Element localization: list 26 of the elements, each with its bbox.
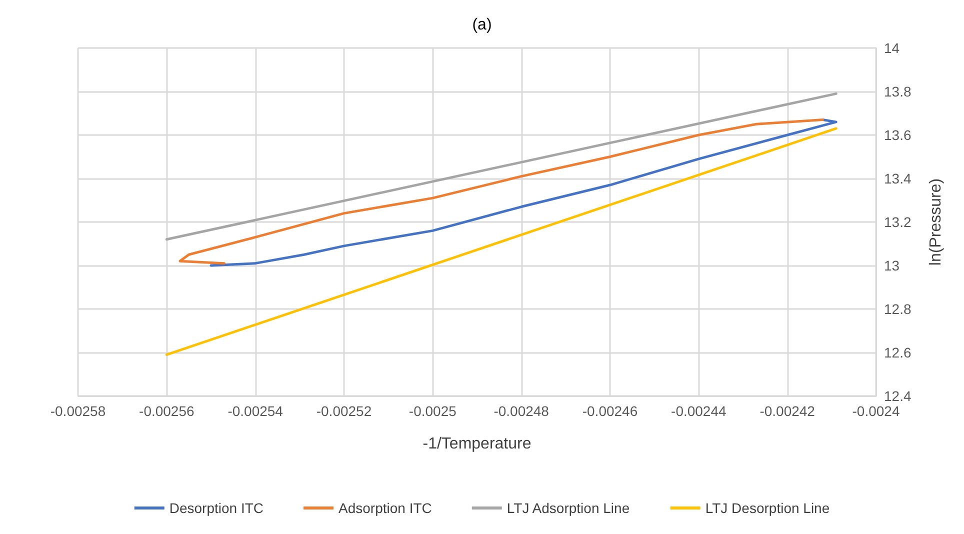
y-tick-label: 14 — [884, 40, 900, 56]
chart-title: (a) — [472, 16, 492, 34]
y-axis-title: ln(Pressure) — [928, 178, 944, 266]
y-tick-label: 13.6 — [884, 127, 912, 143]
y-tick-label: 13.4 — [884, 170, 912, 186]
legend-label: LTJ Adsorption Line — [506, 500, 630, 516]
y-tick-label: 12.6 — [884, 344, 912, 360]
x-tick-label: -0.00254 — [228, 403, 284, 419]
y-tick-label: 13.2 — [884, 214, 912, 230]
y-tick-label: 13.8 — [884, 84, 912, 100]
x-tick-label: -0.00244 — [671, 403, 727, 419]
x-axis-title: -1/Temperature — [422, 436, 532, 452]
x-tick-label: -0.00246 — [582, 403, 638, 419]
x-tick-label: -0.00256 — [139, 403, 195, 419]
x-tick-label: -0.00258 — [50, 403, 106, 419]
y-tick-label: 12.4 — [884, 388, 912, 404]
x-tick-label: -0.00248 — [494, 403, 550, 419]
legend-label: LTJ Desorption Line — [705, 500, 830, 516]
x-tick-label: -0.00242 — [760, 403, 816, 419]
x-tick-label: -0.0024 — [852, 403, 900, 419]
y-tick-label: 12.8 — [884, 301, 912, 317]
x-tick-label: -0.0025 — [408, 403, 457, 419]
legend-label: Adsorption ITC — [338, 500, 432, 516]
x-tick-label: -0.00252 — [316, 403, 372, 419]
legend-label: Desorption ITC — [169, 500, 264, 516]
y-tick-label: 13 — [884, 258, 900, 274]
